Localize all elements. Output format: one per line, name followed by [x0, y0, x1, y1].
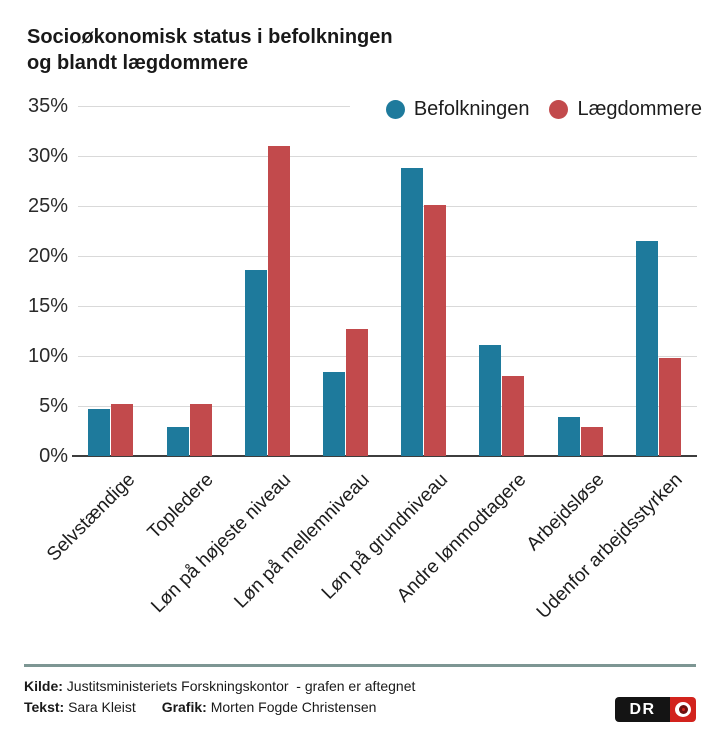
gridline: [78, 156, 697, 157]
bar-befolkningen: [244, 270, 267, 456]
dr-logo-red-panel: [670, 697, 696, 722]
source-label: Kilde:: [24, 678, 63, 694]
bar-laegdommere: [580, 427, 603, 456]
chart-legend: Befolkningen Lægdommere: [349, 93, 702, 126]
x-tick-label: Løn på mellemniveau: [230, 469, 374, 613]
y-tick-label: 5%: [39, 395, 68, 417]
footer-divider: [24, 664, 696, 667]
dr-eye-icon: [675, 702, 691, 717]
bar-befolkningen: [557, 417, 580, 456]
bar-befolkningen: [88, 409, 111, 456]
x-axis-line: [72, 455, 697, 457]
y-tick-label: 25%: [27, 195, 68, 217]
x-tick-label: Løn på højeste niveau: [147, 469, 296, 618]
credit-grafik-value: Morten Fogde Christensen: [210, 699, 377, 715]
bar-befolkningen: [635, 241, 658, 456]
bar-group: [244, 146, 290, 456]
credit-tekst-value: Sara Kleist: [68, 699, 136, 715]
dr-logo-text: DR: [615, 697, 670, 722]
bar-laegdommere: [267, 146, 290, 456]
credit-tekst-label: Tekst:: [24, 699, 65, 715]
y-tick-label: 0%: [39, 445, 68, 467]
y-tick-label: 10%: [27, 345, 68, 367]
footer: Kilde: Justitsministeriets Forskningskon…: [24, 676, 415, 718]
chart-title-line1: Socioøkonomisk status i befolkningen: [27, 26, 393, 48]
bar-laegdommere: [502, 376, 525, 456]
x-tick-label: Arbejdsløse: [522, 469, 609, 556]
legend-label-befolkningen: Befolkningen: [413, 98, 530, 120]
bar-befolkningen: [322, 372, 345, 456]
bar-laegdommere: [658, 358, 681, 456]
x-tick-label: Andre lønmodtagere: [392, 469, 530, 607]
gridline: [78, 356, 697, 357]
bar-group: [557, 417, 603, 456]
gridline: [78, 206, 697, 207]
bar-group: [88, 404, 134, 456]
footer-source-line: Kilde: Justitsministeriets Forskningskon…: [24, 676, 415, 697]
bar-laegdommere: [424, 205, 447, 456]
x-tick-label: Topledere: [143, 469, 218, 544]
x-tick-label: Udenfor arbejdsstyrken: [532, 469, 687, 624]
y-tick-label: 15%: [27, 295, 68, 317]
bar-laegdommere: [189, 404, 212, 456]
legend-item-befolkningen: Befolkningen: [385, 98, 530, 121]
bar-laegdommere: [111, 404, 134, 456]
chart-title: Socioøkonomisk status i befolkningen og …: [27, 24, 393, 76]
legend-dot-befolkningen-icon: [385, 100, 405, 119]
bar-laegdommere: [345, 329, 368, 456]
gridline: [78, 406, 697, 407]
bar-group: [322, 329, 368, 456]
legend-label-laegdommere: Lægdommere: [577, 98, 702, 120]
y-tick-label: 20%: [27, 245, 68, 267]
dr-logo: DR: [615, 697, 696, 722]
footer-credits-line: Tekst: Sara Kleist Grafik: Morten Fogde …: [24, 697, 415, 718]
bar-befolkningen: [479, 345, 502, 456]
y-tick-label: 30%: [27, 145, 68, 167]
bar-group: [635, 241, 681, 456]
chart-title-line2: og blandt lægdommere: [27, 52, 249, 74]
source-text: Justitsministeriets Forskningskontor - g…: [66, 678, 416, 694]
legend-item-laegdommere: Lægdommere: [549, 98, 702, 121]
gridline: [78, 306, 697, 307]
y-tick-label: 35%: [27, 95, 68, 117]
plot-area: 0% 5% 10% 15% 20% 25% 30% 35% Selvstændige Topled…: [28, 95, 697, 623]
bar-group: [166, 404, 212, 456]
bar-befolkningen: [166, 427, 189, 456]
legend-dot-laegdommere-icon: [549, 100, 569, 119]
credit-grafik-label: Grafik:: [161, 699, 207, 715]
bar-group: [479, 345, 525, 456]
bar-befolkningen: [401, 168, 424, 456]
gridline: [78, 256, 697, 257]
x-tick-label: Selvstændige: [42, 469, 139, 566]
bar-group: [401, 168, 447, 456]
